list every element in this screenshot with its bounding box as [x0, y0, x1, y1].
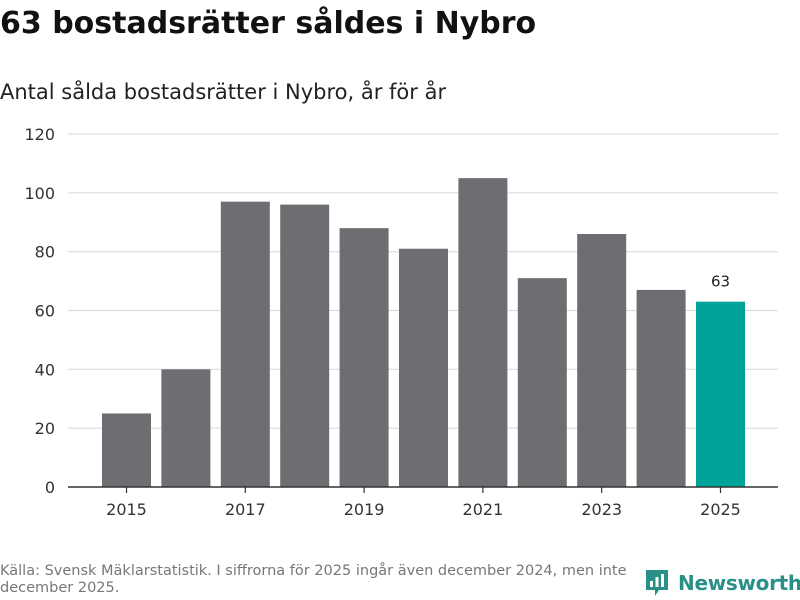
- y-tick-label: 0: [45, 478, 55, 497]
- chart-subtitle: Antal sålda bostadsrätter i Nybro, år fö…: [0, 80, 447, 104]
- brand-logo: Newsworthy: [644, 568, 800, 598]
- y-tick-label: 80: [35, 243, 55, 262]
- bar-2016: [161, 369, 211, 487]
- x-tick-label: 2025: [700, 500, 741, 519]
- x-tick-label: 2021: [463, 500, 504, 519]
- x-tick-label: 2015: [106, 500, 147, 519]
- y-tick-label: 100: [24, 184, 55, 203]
- bar-chart: 0 20 40 60 80 100 120 63 2015 2017 2019 2021 2023 202…: [24, 125, 778, 519]
- bar-2022: [517, 278, 567, 487]
- bar-2019: [339, 228, 389, 487]
- brand-name: Newsworthy: [678, 571, 800, 595]
- data-label: 63: [711, 273, 730, 291]
- x-tick-label: 2017: [225, 500, 266, 519]
- y-tick-label: 40: [35, 360, 55, 379]
- y-tick-label: 120: [24, 125, 55, 144]
- y-tick-label: 60: [35, 302, 55, 321]
- bar-2020: [399, 248, 448, 487]
- bar-2021: [458, 178, 508, 487]
- y-tick-label: 20: [35, 419, 55, 438]
- bar-2018: [280, 204, 330, 487]
- bar-2023: [577, 234, 627, 487]
- bar-2025: [696, 301, 745, 487]
- x-tick-label: 2023: [581, 500, 622, 519]
- chart-title: 63 bostadsrätter såldes i Nybro: [0, 6, 537, 41]
- newsworthy-logo-icon: [646, 570, 668, 596]
- bar-2015: [102, 413, 151, 487]
- bar-2024: [636, 289, 686, 487]
- bar-2017: [220, 201, 270, 488]
- source-note: Källa: Svensk Mäklarstatistik. I siffror…: [0, 563, 627, 596]
- x-tick-label: 2019: [344, 500, 385, 519]
